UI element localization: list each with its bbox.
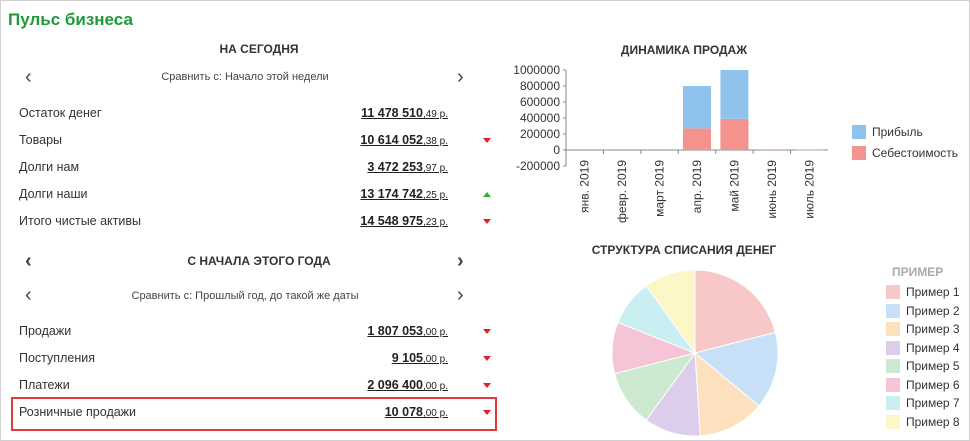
year-row-label: Поступления xyxy=(19,351,95,365)
pie-chart-title: СТРУКТУРА СПИСАНИЯ ДЕНЕГ xyxy=(591,243,777,257)
x-tick-label: апр. 2019 xyxy=(690,160,704,214)
bar-cost[interactable] xyxy=(682,128,712,150)
pie-legend-item[interactable]: Пример 2 xyxy=(886,303,960,318)
x-tick-label: июль 2019 xyxy=(802,160,816,219)
y-tick-label: -200000 xyxy=(516,159,560,173)
year-next-button[interactable]: › xyxy=(457,284,464,306)
legend-swatch xyxy=(886,340,900,355)
today-row-label: Долги нам xyxy=(19,160,80,174)
bar-profit[interactable] xyxy=(682,86,712,129)
year-row-label: Продажи xyxy=(19,324,72,338)
bar-profit[interactable] xyxy=(795,149,824,151)
page-title: Пульс бизнеса xyxy=(8,10,133,29)
y-tick-label: 0 xyxy=(553,143,560,157)
x-tick-label: май 2019 xyxy=(727,160,741,212)
legend-swatch xyxy=(886,285,900,299)
trend-down-icon xyxy=(483,356,491,361)
pie-legend-item[interactable]: Пример 3 xyxy=(886,322,960,336)
x-tick-label: февр. 2019 xyxy=(615,160,629,223)
today-compare-selector[interactable]: Сравнить с: Начало этой недели xyxy=(161,71,329,83)
pie-legend-item[interactable]: Пример 1 xyxy=(886,285,960,299)
today-row-label: Итого чистые активы xyxy=(19,214,142,228)
pie-legend-item[interactable]: Пример 4 xyxy=(886,340,960,355)
year-row-value[interactable]: 2 096 400,00 р. xyxy=(367,378,448,392)
sales-chart-title: ДИНАМИКА ПРОДАЖ xyxy=(620,43,748,57)
highlight-box xyxy=(11,397,497,431)
today-prev-button[interactable]: ‹ xyxy=(25,66,32,88)
legend-swatch xyxy=(886,303,900,318)
pie-legend-item[interactable]: Пример 6 xyxy=(886,377,960,392)
sales-legend-item[interactable]: Прибыль xyxy=(852,125,923,139)
x-tick-label: янв. 2019 xyxy=(578,160,592,213)
pie-legend-item[interactable]: Пример 8 xyxy=(886,414,960,429)
x-tick-label: июнь 2019 xyxy=(765,160,779,219)
today-row-label: Остаток денег xyxy=(19,106,102,120)
y-tick-label: 200000 xyxy=(520,127,560,141)
bar-profit[interactable] xyxy=(757,149,786,151)
legend-swatch xyxy=(886,414,900,429)
today-row-label: Товары xyxy=(19,133,62,147)
year-section-prev-button[interactable]: ‹ xyxy=(25,250,32,272)
trend-down-icon xyxy=(483,410,491,415)
year-prev-button[interactable]: ‹ xyxy=(25,284,32,306)
legend-swatch xyxy=(852,125,866,139)
year-section-next-button[interactable]: › xyxy=(457,250,464,272)
year-compare-selector[interactable]: Сравнить с: Прошлый год, до такой же дат… xyxy=(131,290,359,302)
section-today-header: НА СЕГОДНЯ xyxy=(219,42,299,56)
today-row-value[interactable]: 11 478 510,49 р. xyxy=(361,106,448,120)
today-row-value[interactable]: 3 472 253,97 р. xyxy=(367,160,448,174)
sales-legend-item[interactable]: Себестоимость xyxy=(852,146,958,160)
legend-swatch xyxy=(886,377,900,392)
legend-swatch xyxy=(852,146,866,160)
y-tick-label: 800000 xyxy=(520,79,560,93)
pie-slice[interactable] xyxy=(645,269,696,355)
year-row-value[interactable]: 10 078,00 р. xyxy=(384,405,448,419)
pie-slice[interactable] xyxy=(694,351,760,437)
trend-up-icon xyxy=(483,192,491,197)
legend-swatch xyxy=(886,359,900,373)
today-row-value[interactable]: 10 614 052,38 р. xyxy=(360,133,448,147)
today-next-button[interactable]: › xyxy=(457,66,464,88)
y-tick-label: 600000 xyxy=(520,95,560,109)
section-year-header: С НАЧАЛА ЭТОГО ГОДА xyxy=(187,254,331,268)
legend-swatch xyxy=(886,322,900,336)
trend-down-icon xyxy=(483,219,491,224)
bar-profit[interactable] xyxy=(720,70,749,119)
trend-down-icon xyxy=(483,383,491,388)
year-row-label: Розничные продажи xyxy=(19,405,137,419)
x-tick-label: март 2019 xyxy=(653,160,667,217)
year-row-value[interactable]: 9 105,00 р. xyxy=(391,351,448,365)
pie-chart xyxy=(611,269,779,437)
pie-slice[interactable] xyxy=(694,269,777,354)
today-row-value[interactable]: 14 548 975,23 р. xyxy=(360,214,448,228)
pie-slice[interactable] xyxy=(693,331,779,407)
trend-down-icon xyxy=(483,329,491,334)
legend-swatch xyxy=(886,396,900,410)
sales-chart: 1000000 800000 600000 400000 200000 0 -200000 я… xyxy=(513,63,828,223)
y-tick-label: 1000000 xyxy=(513,63,560,77)
pie-legend-title: ПРИМЕР xyxy=(892,265,944,279)
year-row-value[interactable]: 1 807 053,00 р. xyxy=(367,324,448,338)
pie-legend-item[interactable]: Пример 5 xyxy=(886,359,960,373)
y-tick-label: 400000 xyxy=(520,111,560,125)
trend-down-icon xyxy=(483,138,491,143)
bar-cost[interactable] xyxy=(720,118,749,150)
year-row-label: Платежи xyxy=(19,378,70,392)
today-row-value[interactable]: 13 174 742,25 р. xyxy=(360,187,448,201)
pie-legend-item[interactable]: Пример 7 xyxy=(886,396,960,410)
today-row-label: Долги наши xyxy=(19,187,88,201)
